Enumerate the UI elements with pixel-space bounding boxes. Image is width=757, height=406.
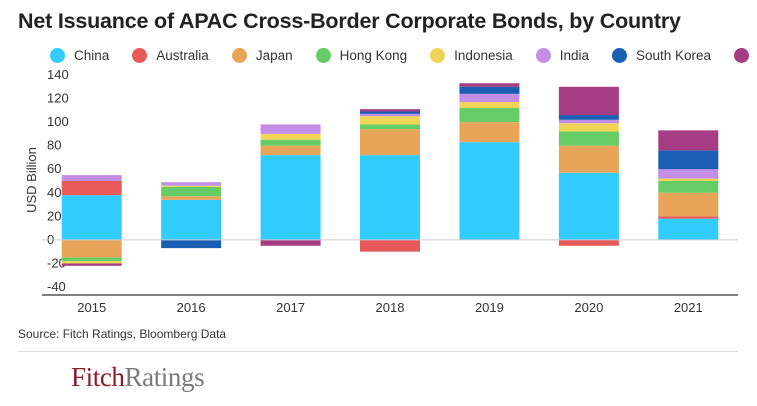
y-tick-label: -20 bbox=[47, 255, 66, 270]
bar-segment-japan-2015 bbox=[61, 239, 122, 258]
bar-segment-hong-kong-2018 bbox=[360, 124, 420, 130]
y-tick-label: -40 bbox=[47, 279, 66, 294]
legend-item-australia: Australia bbox=[132, 47, 209, 63]
bar-segment-south-korea-2021 bbox=[658, 150, 719, 170]
legend-item-japan: Japan bbox=[231, 47, 293, 63]
bar-segment-hong-kong-2020 bbox=[558, 131, 619, 146]
bar-segment-indonesia-2018 bbox=[360, 116, 420, 125]
bar-segment-indonesia-2016 bbox=[161, 185, 222, 187]
bar-segment-south-korea-2020 bbox=[558, 115, 619, 120]
legend-item-indonesia: Indonesia bbox=[430, 47, 513, 63]
bar-segment-other-2021 bbox=[658, 130, 719, 151]
bar-segment-japan-2019 bbox=[459, 122, 520, 143]
legend-label: India bbox=[559, 47, 590, 63]
bar-segment-india-2016 bbox=[161, 182, 222, 186]
bar-segment-other-2017 bbox=[260, 239, 321, 246]
legend-label: Australia bbox=[156, 47, 209, 63]
bar-segment-japan-2016 bbox=[161, 196, 222, 200]
bar-segment-china-2018 bbox=[360, 155, 420, 240]
y-tick-label: 80 bbox=[47, 138, 61, 153]
x-tick-label: 2018 bbox=[376, 300, 405, 315]
bar-segment-south-korea-2019 bbox=[459, 86, 520, 94]
x-tick-label: 2016 bbox=[177, 300, 206, 315]
legend-swatch bbox=[132, 47, 148, 63]
bar-segment-indonesia-2017 bbox=[260, 133, 321, 140]
bar-segment-japan-2017 bbox=[260, 145, 321, 156]
legend-label: South Korea bbox=[636, 47, 712, 63]
legend-swatch bbox=[535, 47, 551, 63]
y-tick-label: 120 bbox=[47, 91, 69, 106]
bar-segment-hong-kong-2017 bbox=[260, 139, 321, 146]
legend-item-south-korea: South Korea bbox=[612, 47, 712, 63]
bar-segment-japan-2018 bbox=[360, 129, 420, 156]
x-tick-label: 2017 bbox=[276, 300, 305, 315]
y-tick-label: 20 bbox=[47, 208, 61, 223]
x-tick-label: 2019 bbox=[475, 300, 504, 315]
bar-segment-indonesia-2019 bbox=[459, 102, 520, 108]
bar-segment-hong-kong-2019 bbox=[459, 107, 520, 123]
legend-label: Indonesia bbox=[454, 47, 513, 63]
bar-segment-australia-2020 bbox=[558, 239, 619, 246]
legend-swatch bbox=[315, 47, 331, 63]
fitch-ratings-logo: FitchRatings bbox=[71, 362, 205, 392]
bar-segment-other-2019 bbox=[459, 83, 520, 87]
y-axis-title: USD Billion bbox=[24, 147, 39, 213]
legend-item-india: India bbox=[535, 47, 590, 63]
y-tick-label: 40 bbox=[47, 185, 61, 200]
legend-swatch bbox=[612, 47, 628, 63]
bar-segment-japan-2020 bbox=[558, 145, 619, 173]
bar-segment-china-2017 bbox=[260, 155, 321, 240]
bar-segment-china-2015 bbox=[61, 195, 122, 240]
source-note: Source: Fitch Ratings, Bloomberg Data bbox=[18, 327, 227, 341]
legend-label: Japan bbox=[255, 47, 293, 63]
legend-swatch bbox=[231, 47, 247, 63]
bar-segment-china-2021 bbox=[658, 218, 719, 240]
legend-item-other: Other bbox=[734, 47, 757, 63]
y-tick-label: 100 bbox=[47, 114, 69, 129]
bar-segment-south-korea-2016 bbox=[161, 239, 222, 249]
bar-segment-south-korea-2018 bbox=[360, 111, 420, 114]
bar-segment-india-2015 bbox=[61, 175, 122, 181]
bar-segment-australia-2015 bbox=[61, 181, 122, 196]
bar-segment-india-2018 bbox=[360, 113, 420, 117]
bar-segment-hong-kong-2016 bbox=[161, 186, 222, 197]
legend-item-china: China bbox=[50, 47, 110, 63]
bar-segment-australia-2018 bbox=[360, 239, 420, 252]
bar-segment-indonesia-2015 bbox=[61, 261, 122, 264]
legend-swatch bbox=[50, 47, 65, 63]
legend: China Australia Japan Hong Kong Indonesia Ind… bbox=[50, 44, 757, 66]
legend-swatch bbox=[430, 47, 446, 63]
bar-segment-china-2016 bbox=[161, 199, 222, 240]
bar-segment-japan-2021 bbox=[658, 192, 719, 217]
bar-segment-india-2021 bbox=[658, 169, 719, 179]
x-tick-label: 2021 bbox=[674, 300, 703, 315]
bar-segment-other-2015 bbox=[61, 263, 122, 266]
legend-label: China bbox=[74, 47, 110, 63]
y-tick-label: 60 bbox=[47, 161, 61, 176]
bar-segment-australia-2021 bbox=[658, 216, 719, 219]
legend-item-hong-kong: Hong Kong bbox=[315, 47, 408, 63]
footer-divider bbox=[18, 351, 738, 352]
bar-segment-india-2017 bbox=[260, 124, 321, 134]
bar-segment-china-2019 bbox=[459, 142, 520, 240]
x-tick-label: 2015 bbox=[77, 300, 106, 315]
bar-segment-indonesia-2021 bbox=[658, 178, 719, 181]
bar-segment-india-2019 bbox=[459, 93, 520, 103]
x-tick-label: 2020 bbox=[574, 300, 603, 315]
bar-segment-hong-kong-2015 bbox=[61, 257, 122, 262]
y-tick-label: 140 bbox=[47, 67, 69, 82]
bar-segment-other-2018 bbox=[360, 109, 420, 112]
bar-segment-indonesia-2020 bbox=[558, 123, 619, 132]
bar-segment-other-2020 bbox=[558, 86, 619, 116]
legend-label: Hong Kong bbox=[339, 47, 408, 63]
bar-segment-china-2020 bbox=[558, 172, 619, 240]
bar-segment-india-2020 bbox=[558, 119, 619, 124]
bar-segment-hong-kong-2021 bbox=[658, 181, 719, 193]
chart-title: Net Issuance of APAC Cross-Border Corpor… bbox=[18, 9, 681, 33]
legend-swatch bbox=[734, 47, 750, 63]
